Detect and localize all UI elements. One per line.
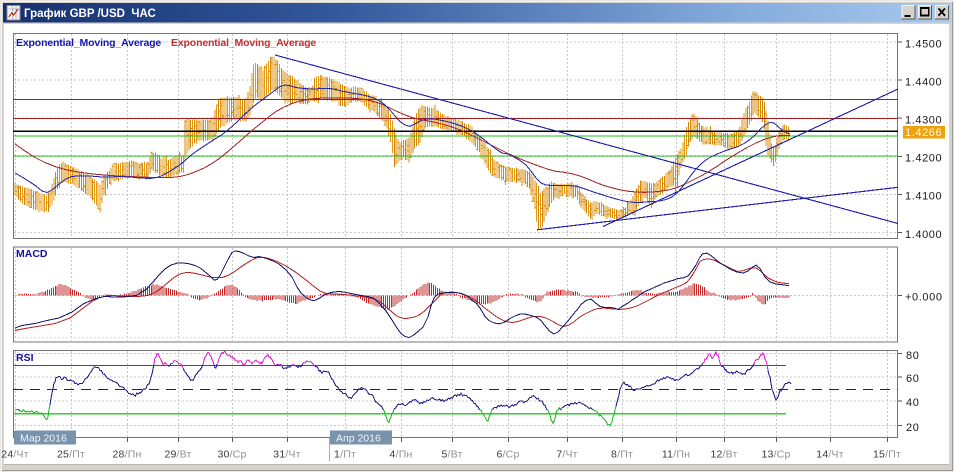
svg-text:Мар 2016: Мар 2016 <box>20 433 67 445</box>
svg-text:1.4200: 1.4200 <box>905 153 942 165</box>
svg-text:6/Ср: 6/Ср <box>497 449 520 461</box>
svg-text:5/Вт: 5/Вт <box>441 449 462 461</box>
svg-text:1.4300: 1.4300 <box>905 115 942 127</box>
svg-text:30/Ср: 30/Ср <box>217 449 246 461</box>
svg-text:8/Пт: 8/Пт <box>611 449 633 461</box>
svg-text:1/Пт: 1/Пт <box>334 449 356 461</box>
svg-text:29/Вт: 29/Вт <box>164 449 191 461</box>
svg-text:1.4100: 1.4100 <box>905 191 942 203</box>
svg-text:Exponential_Moving_Average: Exponential_Moving_Average <box>171 37 316 49</box>
svg-text:13/Ср: 13/Ср <box>761 449 790 461</box>
svg-text:RSI: RSI <box>16 352 34 364</box>
svg-text:Exponential_Moving_Average: Exponential_Moving_Average <box>16 37 161 49</box>
svg-text:4/Пн: 4/Пн <box>390 449 413 461</box>
svg-text:28/Пн: 28/Пн <box>113 449 142 461</box>
svg-text:20: 20 <box>906 422 919 434</box>
svg-text:Апр 2016: Апр 2016 <box>336 433 381 445</box>
svg-text:MACD: MACD <box>16 248 48 260</box>
svg-text:1.4400: 1.4400 <box>905 76 942 88</box>
svg-text:1.4000: 1.4000 <box>905 229 942 241</box>
svg-text:25/Пт: 25/Пт <box>57 449 85 461</box>
svg-text:31/Чт: 31/Чт <box>273 449 300 461</box>
svg-text:80: 80 <box>906 350 919 362</box>
svg-text:11/Пн: 11/Пн <box>662 449 690 461</box>
svg-text:40: 40 <box>906 397 919 409</box>
svg-text:График GBP /USD ЧАС: График GBP /USD ЧАС <box>24 8 156 20</box>
svg-text:15/Пт: 15/Пт <box>873 449 901 461</box>
svg-text:12/Вт: 12/Вт <box>710 449 737 461</box>
svg-text:1.4266: 1.4266 <box>905 127 942 139</box>
svg-text:14/Чт: 14/Чт <box>816 449 843 461</box>
svg-text:+0.000: +0.000 <box>905 292 943 304</box>
svg-text:1.4500: 1.4500 <box>905 38 942 50</box>
svg-text:7/Чт: 7/Чт <box>556 449 577 461</box>
svg-text:24/Чт: 24/Чт <box>1 449 28 461</box>
svg-text:60: 60 <box>906 373 919 385</box>
